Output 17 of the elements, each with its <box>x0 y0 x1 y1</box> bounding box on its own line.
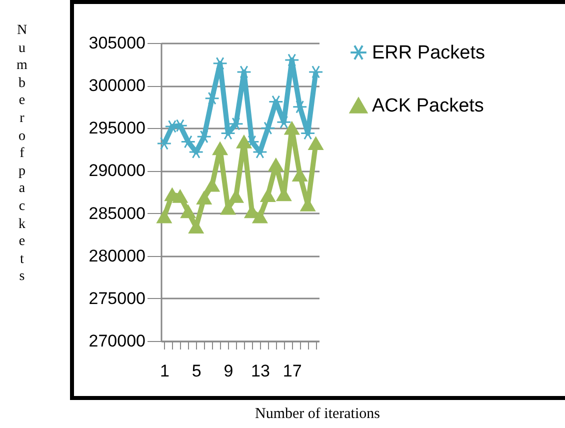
legend-label: ERR Packets <box>372 42 485 64</box>
x-tick-label: 1 <box>160 362 170 380</box>
x-tick-label: 5 <box>192 362 202 380</box>
y-tick-label: 270000 <box>88 332 146 350</box>
y-tick-label: 275000 <box>88 288 146 308</box>
y-tick-label: 305000 <box>88 34 146 52</box>
y-tick-label: 285000 <box>88 204 146 223</box>
text: Number of packets <box>16 23 28 284</box>
y-tick-label: 280000 <box>88 246 146 266</box>
x-axis-title: Number of iterations <box>254 406 381 423</box>
y-tick-label: 290000 <box>88 161 146 180</box>
x-tick-label: 13 <box>250 362 270 380</box>
x-tick-label: 17 <box>282 362 302 380</box>
y-tick-label: 295000 <box>88 118 146 138</box>
x-tick-label: 9 <box>224 362 234 380</box>
y-tick-label: 300000 <box>88 76 146 96</box>
legend-label: ACK Packets <box>372 96 484 116</box>
